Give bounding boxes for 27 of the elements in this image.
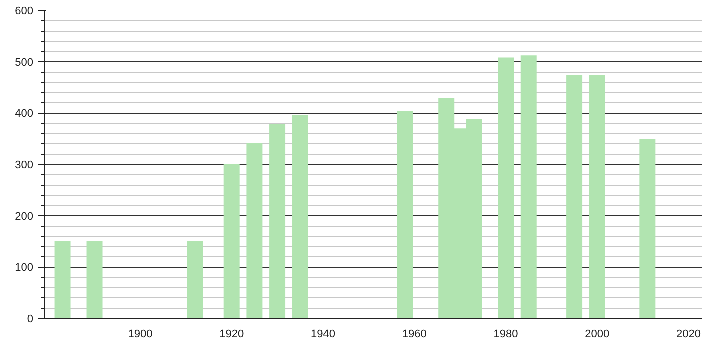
y-tick-label: 200: [15, 210, 34, 223]
bar: [589, 75, 606, 318]
bar: [520, 56, 537, 318]
y-tick-label: 600: [15, 6, 34, 18]
bar: [498, 58, 514, 318]
bar: [54, 242, 71, 318]
bar: [270, 124, 286, 318]
bar: [246, 142, 263, 318]
x-tick-label: 1900: [128, 328, 153, 340]
bar: [187, 242, 204, 318]
bar: [224, 164, 240, 318]
y-tick-label: 500: [15, 56, 34, 69]
x-tick-label: 2000: [585, 328, 610, 340]
bar: [640, 139, 656, 318]
x-tick-label: 1980: [494, 328, 518, 340]
y-tick-label: 100: [15, 262, 34, 274]
x-tick-label: 1920: [220, 328, 244, 340]
bar: [397, 111, 414, 318]
x-tick-label: 2020: [676, 328, 702, 340]
bar: [292, 115, 308, 318]
y-tick-label: 300: [15, 160, 34, 172]
y-tick-label: 0: [27, 314, 34, 326]
bar: [86, 242, 103, 318]
x-tick-label: 1960: [402, 328, 427, 340]
bar: [566, 75, 583, 318]
y-tick-label: 400: [15, 108, 34, 120]
x-tick-label: 1940: [311, 328, 336, 340]
